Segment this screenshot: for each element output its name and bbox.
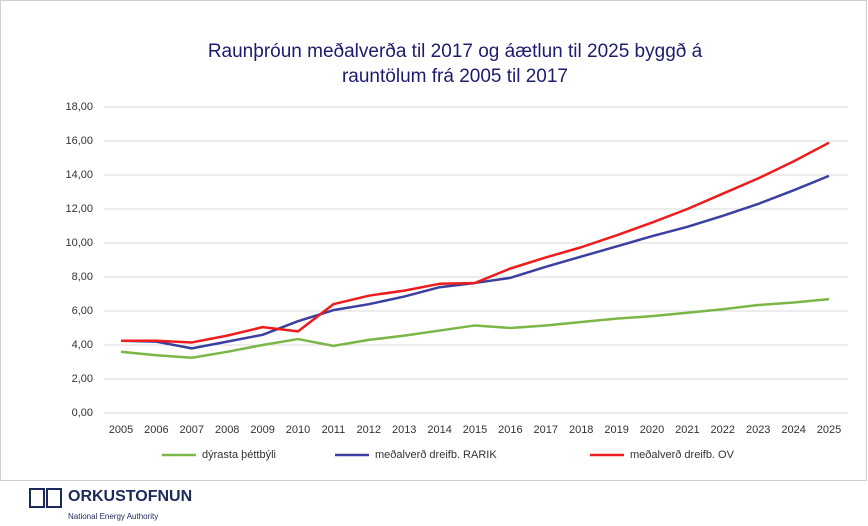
chart-frame bbox=[0, 0, 867, 481]
x-tick-label: 2019 bbox=[604, 424, 628, 436]
x-tick-label: 2007 bbox=[180, 424, 204, 436]
x-tick-label: 2024 bbox=[781, 424, 805, 436]
x-tick-label: 2006 bbox=[144, 424, 168, 436]
legend-label: meðalverð dreifb. RARIK bbox=[375, 449, 497, 461]
logo-name: ORKUSTOFNUN bbox=[68, 488, 192, 505]
x-tick-label: 2020 bbox=[640, 424, 664, 436]
x-tick-label: 2015 bbox=[463, 424, 487, 436]
x-tick-label: 2011 bbox=[322, 424, 346, 436]
logo-icon bbox=[46, 488, 62, 508]
legend-label: dýrasta þéttbýli bbox=[202, 449, 276, 461]
y-tick-label: 2,00 bbox=[72, 373, 93, 385]
x-tick-label: 2012 bbox=[357, 424, 381, 436]
x-tick-label: 2016 bbox=[498, 424, 522, 436]
x-tick-label: 2017 bbox=[534, 424, 558, 436]
chart-title: Raunþróun meðalverða til 2017 og áætlun … bbox=[208, 41, 703, 62]
x-tick-label: 2022 bbox=[711, 424, 735, 436]
x-tick-label: 2013 bbox=[392, 424, 416, 436]
y-tick-label: 14,00 bbox=[65, 169, 93, 181]
legend-label: meðalverð dreifb. OV bbox=[630, 449, 735, 461]
y-tick-label: 12,00 bbox=[65, 203, 93, 215]
data-line bbox=[120, 297, 830, 359]
y-tick-label: 16,00 bbox=[65, 135, 93, 147]
y-tick-label: 0,00 bbox=[72, 407, 93, 419]
x-tick-label: 2009 bbox=[250, 424, 274, 436]
x-tick-label: 2021 bbox=[675, 424, 699, 436]
y-tick-label: 18,00 bbox=[65, 101, 93, 113]
y-tick-label: 6,00 bbox=[72, 305, 93, 317]
logo-icon bbox=[29, 488, 45, 508]
x-tick-label: 2025 bbox=[817, 424, 841, 436]
x-tick-label: 2008 bbox=[215, 424, 239, 436]
x-tick-label: 2014 bbox=[427, 424, 451, 436]
data-line bbox=[121, 141, 830, 344]
x-tick-label: 2023 bbox=[746, 424, 770, 436]
chart-title: rauntölum frá 2005 til 2017 bbox=[342, 66, 568, 87]
y-tick-label: 10,00 bbox=[65, 237, 93, 249]
y-tick-label: 4,00 bbox=[72, 339, 93, 351]
x-tick-label: 2010 bbox=[286, 424, 310, 436]
x-tick-label: 2018 bbox=[569, 424, 593, 436]
x-tick-label: 2005 bbox=[109, 424, 133, 436]
y-tick-label: 8,00 bbox=[72, 271, 93, 283]
logo: ORKUSTOFNUN National Energy Authority bbox=[29, 488, 192, 521]
logo-tagline: National Energy Authority bbox=[68, 512, 158, 521]
